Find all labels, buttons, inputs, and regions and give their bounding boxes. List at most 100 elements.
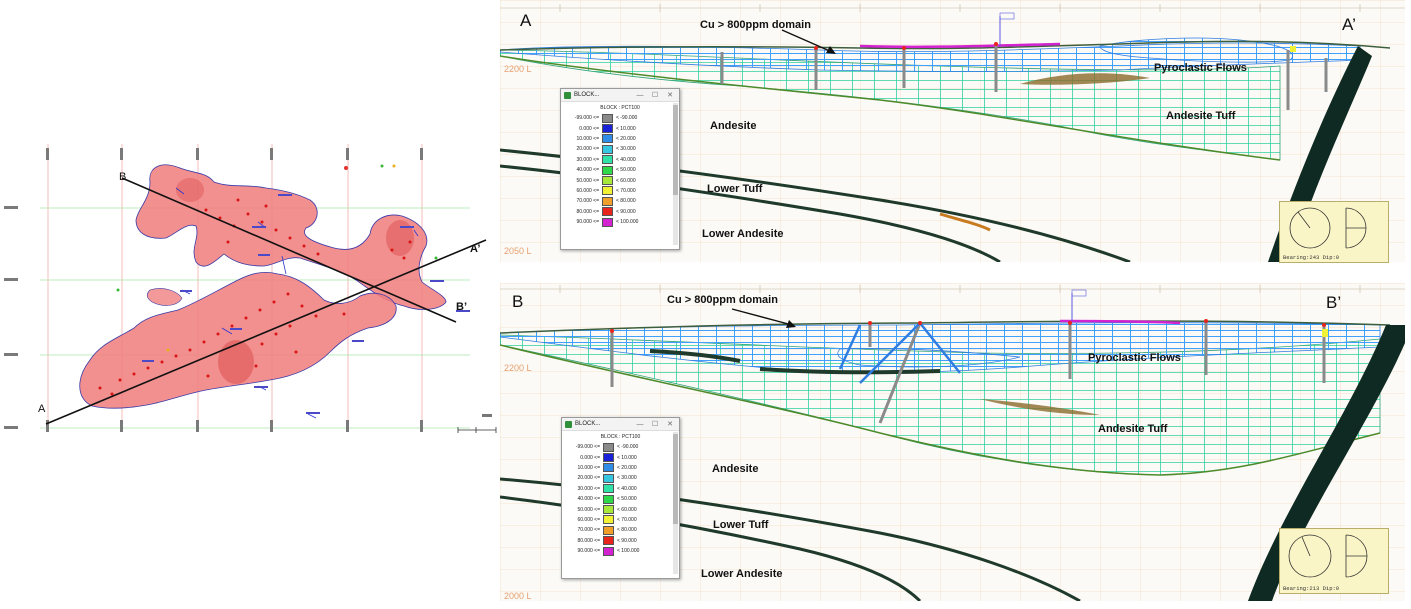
legend-b-header: BLOCK : PCT100 bbox=[600, 434, 641, 440]
section-a-start-label: A bbox=[520, 11, 532, 30]
legend-row: 70.000 <= < 80.000 bbox=[561, 196, 679, 206]
legend-range-low: 40.000 <= bbox=[577, 496, 600, 503]
legend-color-swatch bbox=[603, 505, 614, 515]
legend-b-scrollbar[interactable] bbox=[673, 432, 678, 574]
legend-window-a[interactable]: BLOCK... — ☐ ✕ BLOCK : PCT100 -99.000 <=… bbox=[560, 88, 680, 250]
section-a-lower-andesite-label: Lower Andesite bbox=[702, 228, 784, 240]
scroll-thumb[interactable] bbox=[673, 105, 678, 195]
section-a-andesite-label: Andesite bbox=[710, 120, 756, 132]
andesite-tuff-brown-lens bbox=[1020, 73, 1150, 85]
section-b-elev-lower: 2000 L bbox=[504, 591, 532, 601]
legend-range-low: 40.000 <= bbox=[576, 167, 599, 174]
legend-range-high: < -90.000 bbox=[616, 115, 638, 122]
section-a-topography bbox=[499, 40, 1391, 51]
legend-row: 20.000 <= < 30.000 bbox=[562, 473, 679, 483]
legend-range-high: < 90.000 bbox=[617, 537, 637, 544]
pyroclastic-lower-lens bbox=[837, 348, 1021, 368]
cu-domain-arrowhead bbox=[826, 46, 836, 54]
legend-color-swatch bbox=[602, 196, 613, 206]
legend-a-scrollbar[interactable] bbox=[673, 103, 678, 245]
compass-b-readout: Bearing:213 Dip:0 bbox=[1283, 585, 1340, 592]
legend-color-swatch bbox=[603, 453, 614, 463]
legend-range-low: 0.000 <= bbox=[579, 125, 599, 132]
legend-color-swatch bbox=[603, 546, 614, 556]
legend-range-low: 20.000 <= bbox=[576, 146, 599, 153]
pyroclastic-upper-lens bbox=[1099, 37, 1293, 63]
map-label-b-prime: B’ bbox=[456, 301, 467, 313]
legend-range-low: 20.000 <= bbox=[577, 475, 600, 482]
legend-row: 90.000 <= < 100.000 bbox=[561, 217, 679, 227]
section-b-lower-tuff-label: Lower Tuff bbox=[713, 519, 769, 531]
legend-color-swatch bbox=[602, 124, 613, 134]
legend-range-low: 60.000 <= bbox=[577, 516, 600, 523]
legend-range-high: < 30.000 bbox=[616, 146, 636, 153]
app-icon bbox=[565, 420, 572, 428]
legend-range-low: 80.000 <= bbox=[577, 537, 600, 544]
legend-row: 10.000 <= < 20.000 bbox=[562, 463, 679, 473]
section-a-elev-lower: 2050 L bbox=[504, 246, 532, 256]
legend-color-swatch bbox=[602, 207, 613, 217]
legend-range-high: < 20.000 bbox=[617, 464, 637, 471]
legend-range-low: 10.000 <= bbox=[576, 135, 599, 142]
legend-row: 10.000 <= < 20.000 bbox=[561, 134, 679, 144]
legend-range-high: < 10.000 bbox=[617, 454, 637, 461]
minimize-icon[interactable]: — bbox=[636, 91, 644, 99]
minimize-icon[interactable]: — bbox=[636, 420, 644, 428]
legend-row: 30.000 <= < 40.000 bbox=[562, 484, 679, 494]
section-b-domain-label: Cu > 800ppm domain bbox=[667, 294, 778, 306]
legend-range-high: < 60.000 bbox=[616, 177, 636, 184]
section-b-andesite-tuff-label: Andesite Tuff bbox=[1098, 423, 1168, 435]
legend-range-low: 30.000 <= bbox=[576, 156, 599, 163]
legend-row: 60.000 <= < 70.000 bbox=[561, 186, 679, 196]
legend-row: 30.000 <= < 40.000 bbox=[561, 155, 679, 165]
section-b-view: B B’ Cu > 800ppm domain Pyroclastic Flow… bbox=[499, 283, 1405, 603]
legend-row: -99.000 <= < -90.000 bbox=[562, 442, 679, 452]
legend-row: 40.000 <= < 50.000 bbox=[561, 165, 679, 175]
section-a-collars bbox=[814, 42, 998, 50]
legend-b-titlebar[interactable]: BLOCK... — ☐ ✕ bbox=[562, 418, 679, 431]
legend-range-high: < 30.000 bbox=[617, 475, 637, 482]
legend-row: -99.000 <= < -90.000 bbox=[561, 113, 679, 123]
compass-b-svg bbox=[1288, 534, 1368, 578]
andesite-tuff-brown-lens bbox=[980, 399, 1100, 415]
legend-b-title: BLOCK... bbox=[575, 421, 601, 427]
legend-range-low: 80.000 <= bbox=[576, 208, 599, 215]
map-label-a: A bbox=[38, 403, 46, 415]
plan-view-map: A A’ B B’ bbox=[0, 130, 498, 450]
legend-range-low: 50.000 <= bbox=[576, 177, 599, 184]
scroll-thumb[interactable] bbox=[673, 434, 678, 524]
app-icon bbox=[564, 91, 571, 99]
close-icon[interactable]: ✕ bbox=[667, 92, 673, 99]
orebody-core bbox=[218, 340, 254, 384]
section-b-start-label: B bbox=[512, 292, 523, 311]
cu-domain-highlight bbox=[859, 42, 1061, 49]
maximize-icon[interactable]: ☐ bbox=[651, 92, 659, 99]
andesite-tuff-base bbox=[499, 344, 1381, 476]
legend-range-high: < 80.000 bbox=[617, 527, 637, 534]
section-a-lower-tuff-label: Lower Tuff bbox=[707, 183, 763, 195]
maximize-icon[interactable]: ☐ bbox=[651, 421, 659, 428]
section-a-label-flag-box bbox=[999, 12, 1015, 20]
cu-domain-arrow bbox=[731, 308, 793, 326]
legend-range-high: < 40.000 bbox=[617, 485, 637, 492]
section-b-pyroclastic-label: Pyroclastic Flows bbox=[1088, 352, 1181, 364]
orebody-south-lobe bbox=[146, 288, 183, 306]
legend-range-low: 70.000 <= bbox=[577, 527, 600, 534]
legend-range-low: 0.000 <= bbox=[580, 454, 600, 461]
legend-row: 60.000 <= < 70.000 bbox=[562, 515, 679, 525]
legend-a-titlebar[interactable]: BLOCK... — ☐ ✕ bbox=[561, 89, 679, 102]
compass-widget-b: Bearing:213 Dip:0 bbox=[1279, 528, 1389, 594]
legend-a-title: BLOCK... bbox=[574, 92, 600, 98]
section-b-elev-upper: 2200 L bbox=[504, 363, 532, 373]
legend-color-swatch bbox=[603, 484, 614, 494]
close-icon[interactable]: ✕ bbox=[667, 421, 673, 428]
legend-range-low: 90.000 <= bbox=[576, 219, 599, 226]
legend-range-low: 30.000 <= bbox=[577, 485, 600, 492]
legend-range-high: < 50.000 bbox=[616, 167, 636, 174]
legend-window-b[interactable]: BLOCK... — ☐ ✕ BLOCK : PCT100 -99.000 <=… bbox=[561, 417, 680, 579]
section-a-pyroclastic-label: Pyroclastic Flows bbox=[1154, 62, 1247, 74]
legend-range-high: < -90.000 bbox=[617, 444, 639, 451]
section-b-blue-holes bbox=[838, 322, 961, 384]
legend-range-high: < 90.000 bbox=[616, 208, 636, 215]
legend-range-high: < 70.000 bbox=[617, 516, 637, 523]
